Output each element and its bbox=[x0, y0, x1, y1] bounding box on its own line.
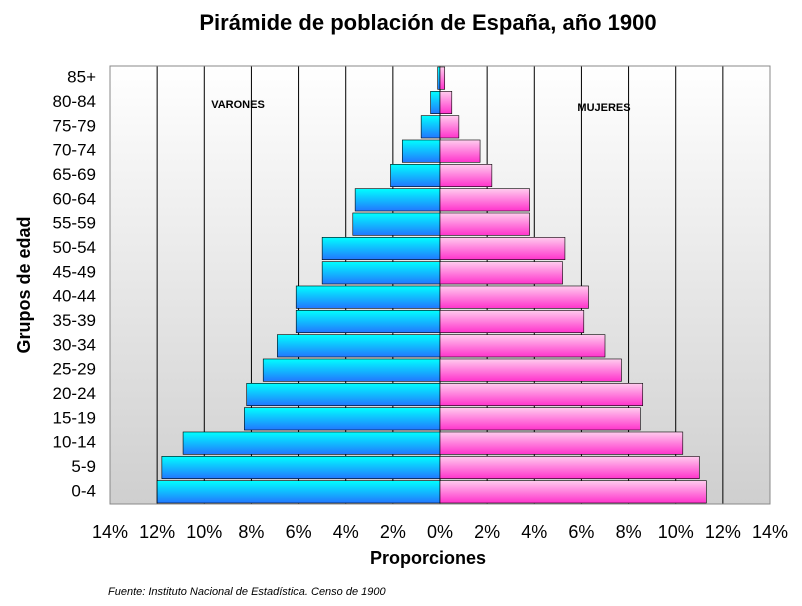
bar bbox=[390, 164, 441, 187]
bar bbox=[354, 188, 441, 212]
x-tick-label: 12% bbox=[705, 522, 741, 542]
x-tick-label: 2% bbox=[474, 522, 500, 542]
y-axis-label: Grupos de edad bbox=[14, 216, 34, 353]
y-tick-label: 35-39 bbox=[53, 311, 96, 330]
bar bbox=[262, 358, 441, 382]
bar bbox=[420, 115, 441, 139]
bar bbox=[437, 66, 441, 90]
bar bbox=[182, 431, 441, 455]
y-tick-label: 80-84 bbox=[53, 92, 96, 111]
legend-label: VARONES bbox=[211, 99, 265, 111]
x-tick-label: 10% bbox=[658, 522, 694, 542]
chart-title: Pirámide de población de España, año 190… bbox=[199, 10, 656, 35]
bar bbox=[439, 407, 641, 431]
bar bbox=[439, 310, 585, 333]
y-tick-label: 60-64 bbox=[53, 189, 96, 208]
y-tick-label: 45-49 bbox=[53, 262, 96, 281]
x-tick-label: 8% bbox=[616, 522, 642, 542]
bar bbox=[401, 139, 441, 163]
bar bbox=[277, 334, 441, 358]
bar bbox=[295, 310, 441, 333]
bar bbox=[439, 66, 446, 90]
bar bbox=[439, 139, 481, 163]
x-tick-label: 4% bbox=[521, 522, 547, 542]
bar bbox=[439, 261, 563, 285]
bar bbox=[439, 164, 493, 187]
bar bbox=[439, 456, 700, 479]
bar bbox=[156, 480, 441, 504]
y-tick-label: 55-59 bbox=[53, 214, 96, 233]
x-tick-label: 0% bbox=[427, 522, 453, 542]
bar bbox=[321, 237, 441, 260]
x-tick-label: 6% bbox=[568, 522, 594, 542]
bar bbox=[430, 91, 441, 114]
x-tick-label: 10% bbox=[186, 522, 222, 542]
source-note: Fuente: Instituto Nacional de Estadístic… bbox=[108, 586, 386, 598]
bar bbox=[321, 261, 441, 285]
y-tick-label: 10-14 bbox=[53, 433, 96, 452]
bar bbox=[439, 285, 589, 309]
bar bbox=[161, 456, 441, 479]
plot-border bbox=[109, 65, 771, 505]
x-tick-label: 14% bbox=[92, 522, 128, 542]
x-tick-label: 4% bbox=[333, 522, 359, 542]
bar bbox=[439, 480, 707, 504]
bar bbox=[439, 212, 530, 236]
bar bbox=[439, 431, 684, 455]
bar bbox=[439, 358, 622, 382]
bar bbox=[439, 188, 530, 212]
bar bbox=[439, 334, 606, 358]
x-tick-label: 8% bbox=[238, 522, 264, 542]
y-tick-label: 30-34 bbox=[53, 335, 96, 354]
y-tick-label: 40-44 bbox=[53, 287, 96, 306]
bar bbox=[246, 383, 441, 406]
x-tick-label: 2% bbox=[380, 522, 406, 542]
y-tick-label: 15-19 bbox=[53, 408, 96, 427]
y-tick-label: 85+ bbox=[67, 68, 96, 87]
y-tick-label: 50-54 bbox=[53, 238, 96, 257]
x-tick-label: 6% bbox=[286, 522, 312, 542]
y-tick-label: 20-24 bbox=[53, 384, 96, 403]
y-tick-label: 75-79 bbox=[53, 116, 96, 135]
y-tick-label: 25-29 bbox=[53, 360, 96, 379]
x-tick-label: 12% bbox=[139, 522, 175, 542]
legend-label: MUJERES bbox=[577, 102, 630, 114]
bar bbox=[439, 383, 644, 406]
bar bbox=[244, 407, 441, 431]
bar bbox=[439, 237, 566, 260]
bar bbox=[295, 285, 441, 309]
bar bbox=[439, 115, 460, 139]
y-tick-label: 65-69 bbox=[53, 165, 96, 184]
bar bbox=[352, 212, 441, 236]
y-tick-label: 5-9 bbox=[71, 457, 96, 476]
bar bbox=[439, 91, 453, 114]
y-tick-label: 0-4 bbox=[71, 481, 96, 500]
y-tick-label: 70-74 bbox=[53, 141, 96, 160]
x-axis-label: Proporciones bbox=[370, 548, 486, 568]
x-tick-label: 14% bbox=[752, 522, 788, 542]
